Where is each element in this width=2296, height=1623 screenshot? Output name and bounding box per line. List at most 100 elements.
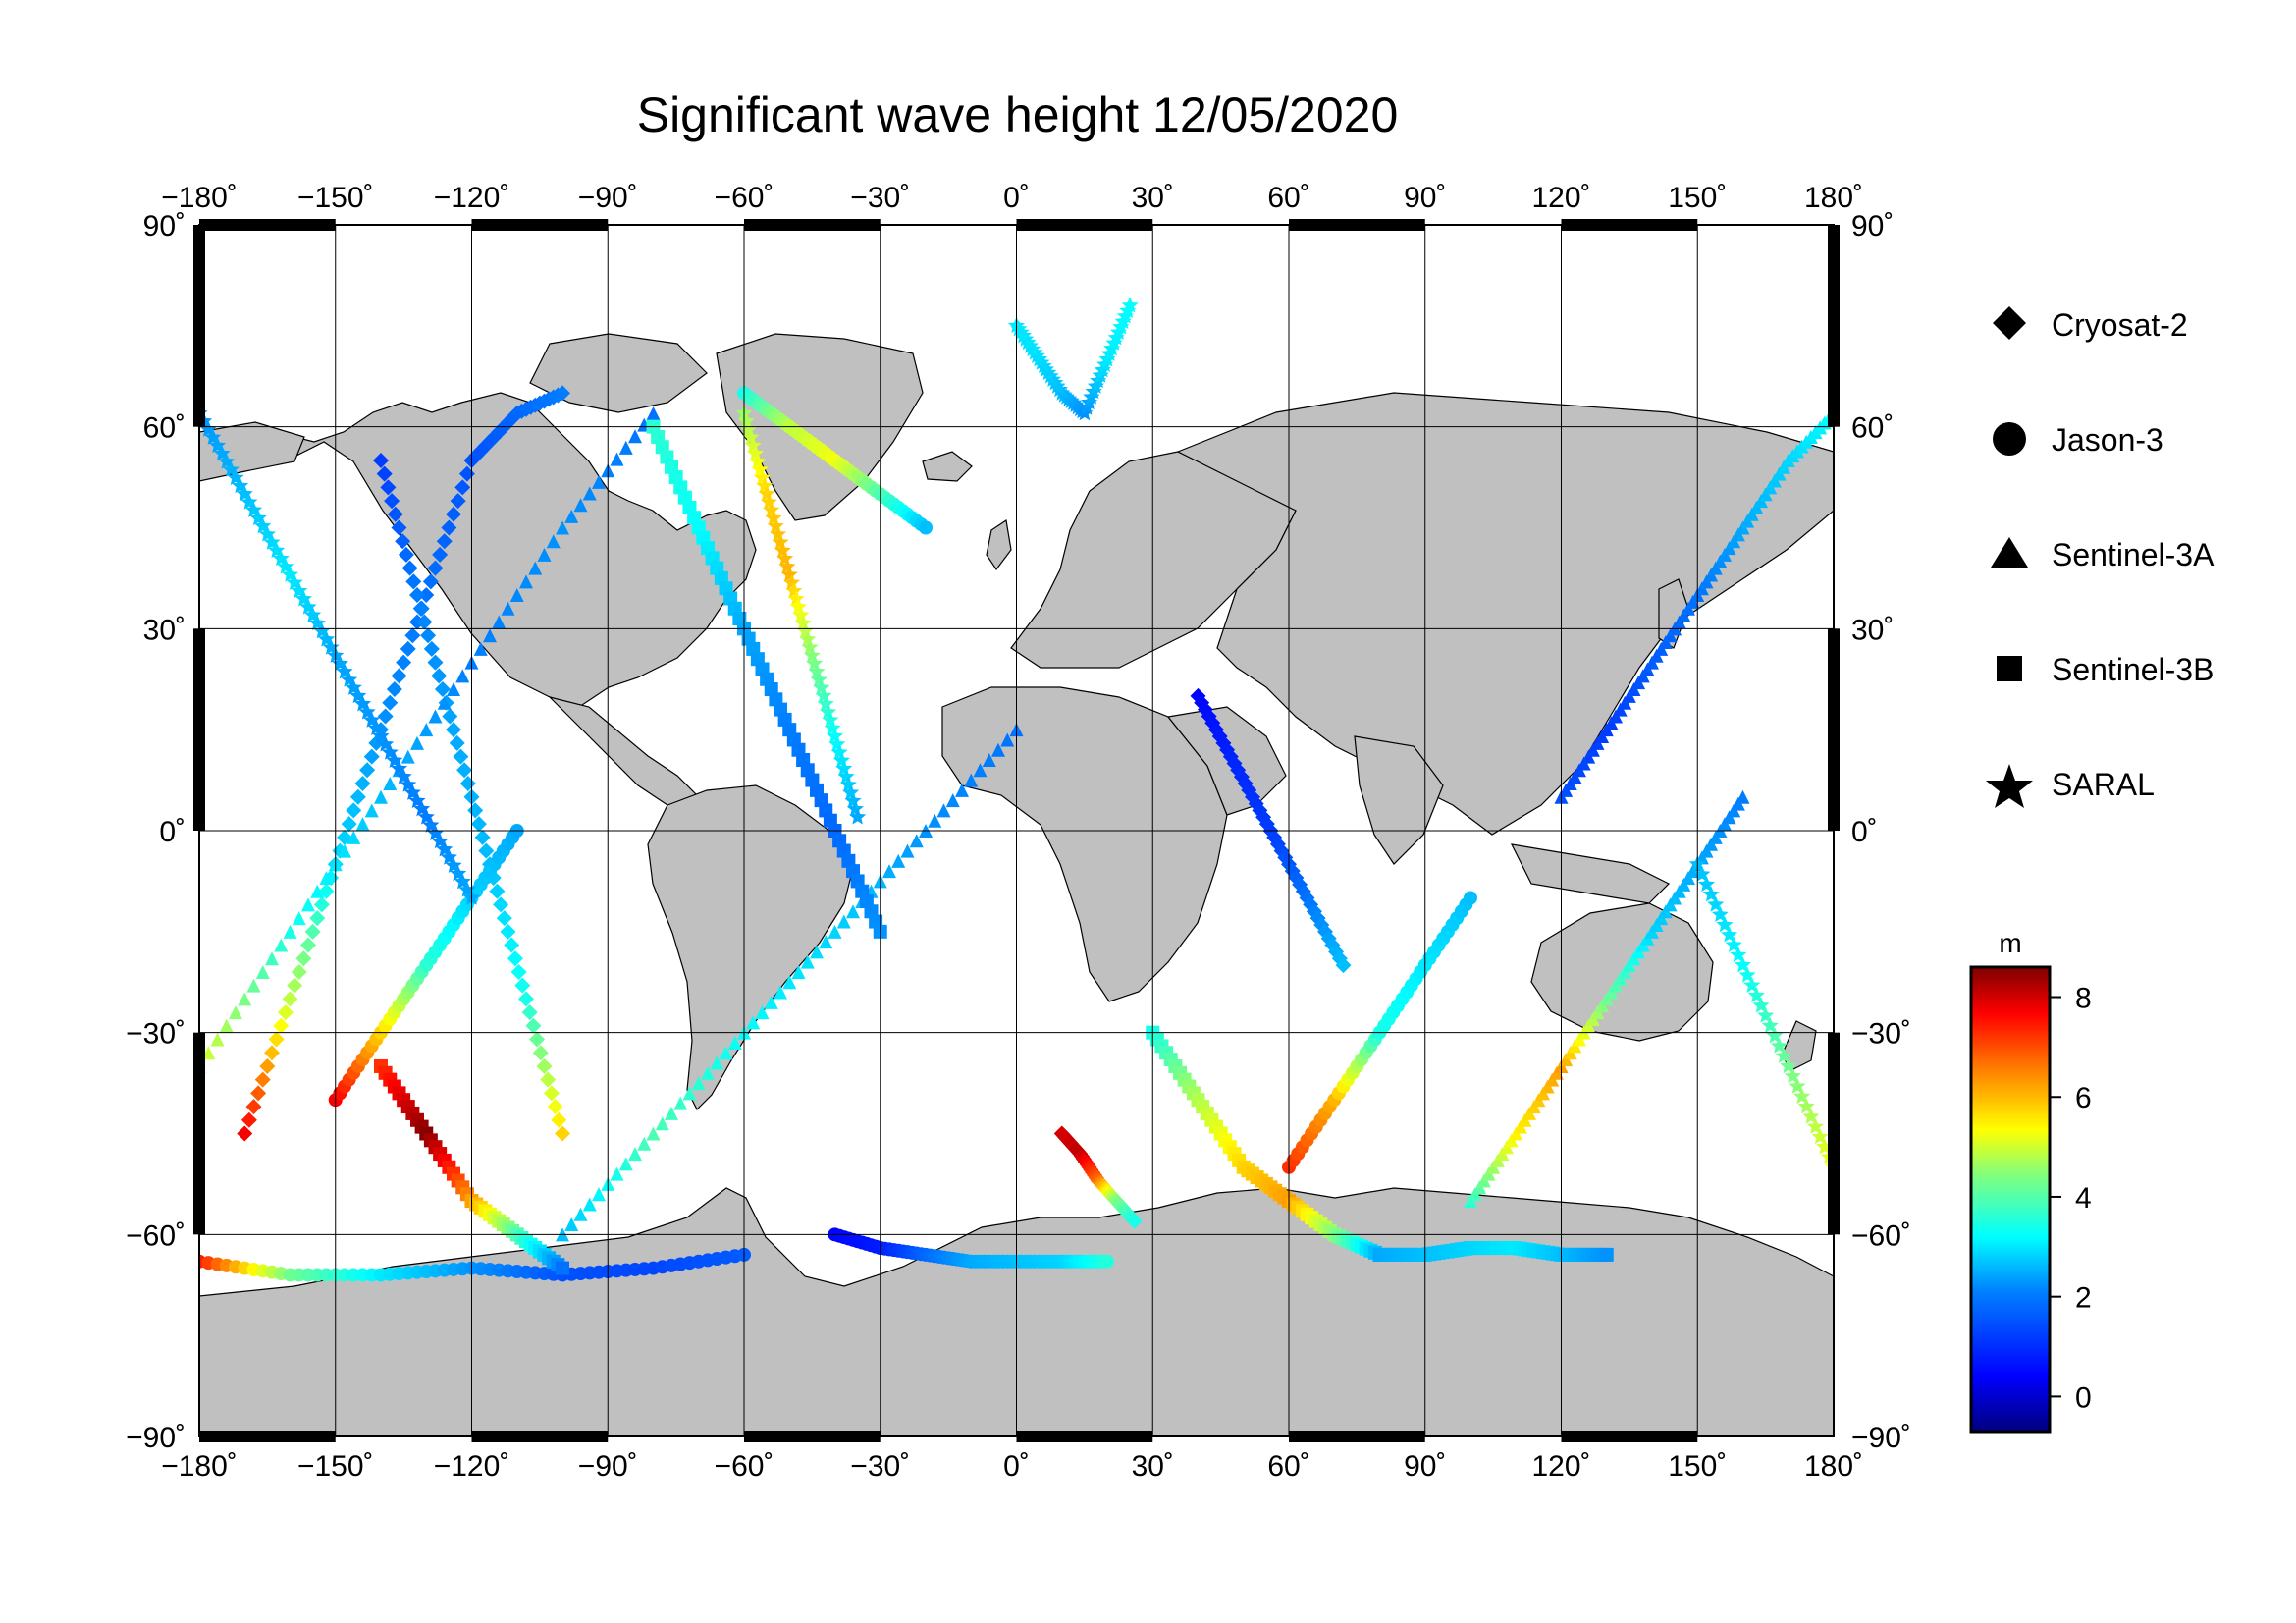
colorbar: m 8 6 4 2 0 [1969,928,2092,1434]
data-point-cryosat2 [254,1071,271,1088]
data-point-saral [815,686,832,704]
data-point-cryosat2 [456,762,473,779]
data-point-sentinel3a [509,588,524,603]
y-tick-label: 0˚ [159,816,186,848]
data-point-cryosat2 [277,1004,294,1021]
data-point-cryosat2 [441,519,457,536]
frame-segment [744,1431,881,1442]
frame-segment [1016,1431,1153,1442]
data-point-saral [753,468,772,486]
data-point-cryosat2 [387,506,403,522]
data-point-jason3 [1464,891,1477,905]
data-point-cryosat2 [427,654,444,671]
legend-item-sentinel3b: Sentinel-3B [1997,652,2214,687]
data-point-sentinel3a [364,803,379,818]
y-tick-label: 30˚ [1851,614,1894,646]
data-point-saral [751,460,769,477]
frame-segment [1016,219,1153,231]
y-tick-label: −60˚ [1851,1219,1911,1252]
frame-segment [1828,1032,1840,1235]
data-point-cryosat2 [422,573,439,590]
data-point-sentinel3a [347,830,361,844]
data-point-cryosat2 [287,977,303,994]
data-point-sentinel3a [618,1157,633,1171]
data-point-sentinel3a [628,429,642,444]
data-point-sentinel3a [909,834,924,848]
data-point-cryosat2 [409,587,425,604]
data-point-cryosat2 [300,937,316,953]
colorbar-tick-label: 4 [2075,1182,2092,1215]
data-point-sentinel3b [556,1261,569,1275]
frame-segment [1561,1431,1698,1442]
data-point-cryosat2 [434,681,451,698]
data-point-cryosat2 [446,722,461,738]
legend-label: Sentinel-3A [2052,537,2215,572]
data-point-sentinel3a [774,985,787,1000]
x-tick-label: 60˚ [1267,1450,1309,1483]
data-point-cryosat2 [382,694,399,711]
data-point-saral [808,663,826,679]
x-tick-label: 180˚ [1804,1450,1863,1483]
data-point-saral [744,436,762,454]
data-point-sentinel3a [810,945,824,959]
data-point-cryosat2 [376,465,393,482]
x-tick-label: 150˚ [1668,1450,1727,1483]
legend-item-sentinel3a: Sentinel-3A [1991,537,2215,572]
x-tick-label: 0˚ [1003,1450,1030,1483]
data-point-sentinel3a [882,864,896,879]
data-point-cryosat2 [349,788,366,805]
data-point-saral [774,541,791,559]
y-tick-labels-left: 90˚ 60˚ 30˚ 0˚ −30˚ −60˚ −90˚ [126,210,186,1454]
data-point-cryosat2 [377,708,394,725]
data-point-cryosat2 [401,560,418,576]
legend-item-cryosat: Cryosat-2 [1993,306,2188,343]
data-point-sentinel3a [800,954,815,969]
data-point-saral [842,784,860,800]
data-point-cryosat2 [384,493,400,510]
data-point-cryosat2 [436,533,453,550]
data-point-sentinel3a [719,1046,733,1060]
data-point-saral [801,638,819,655]
data-point-cryosat2 [423,640,440,657]
data-point-sentinel3a [746,1015,761,1030]
data-point-saral [787,590,805,607]
data-point-saral [794,614,812,631]
data-point-sentinel3a [665,1106,678,1120]
data-point-cryosat2 [416,614,433,630]
frame-segment [1828,628,1840,831]
data-point-sentinel3a [828,924,842,939]
data-point-sentinel3a [447,682,460,697]
data-point-sentinel3a [283,924,297,939]
graticule [199,225,1834,1436]
data-point-sentinel3a [492,615,507,629]
data-point-cryosat2 [474,829,491,845]
data-point-cryosat2 [386,681,402,698]
data-point-sentinel3a [836,914,851,929]
data-point-cryosat2 [391,668,407,684]
data-point-cryosat2 [521,1004,538,1021]
data-point-sentinel3a [791,964,806,979]
frame-segment [1561,219,1698,231]
data-point-sentinel3a [355,817,370,832]
data-point-sentinel3a [691,1076,706,1091]
colorbar-tick-label: 6 [2075,1082,2092,1114]
data-point-saral [820,703,837,720]
data-point-sentinel3a [546,534,561,549]
data-point-sentinel3a [473,641,488,656]
data-point-sentinel3a [374,789,388,804]
data-point-cryosat2 [309,910,326,927]
x-tick-label: 90˚ [1404,1450,1446,1483]
data-point-sentinel3a [219,1018,234,1033]
data-point-cryosat2 [1335,957,1352,974]
data-point-sentinel3a [338,843,351,858]
data-point-cryosat2 [264,1045,280,1061]
data-point-sentinel3a [528,561,543,575]
data-point-cryosat2 [536,1057,553,1074]
data-point-cryosat2 [391,519,407,536]
x-tick-label: −90˚ [578,182,638,214]
legend-label: SARAL [2052,767,2155,802]
data-point-sentinel3a [955,783,969,797]
data-point-cryosat2 [313,896,330,913]
diamond-icon [1993,306,2026,340]
